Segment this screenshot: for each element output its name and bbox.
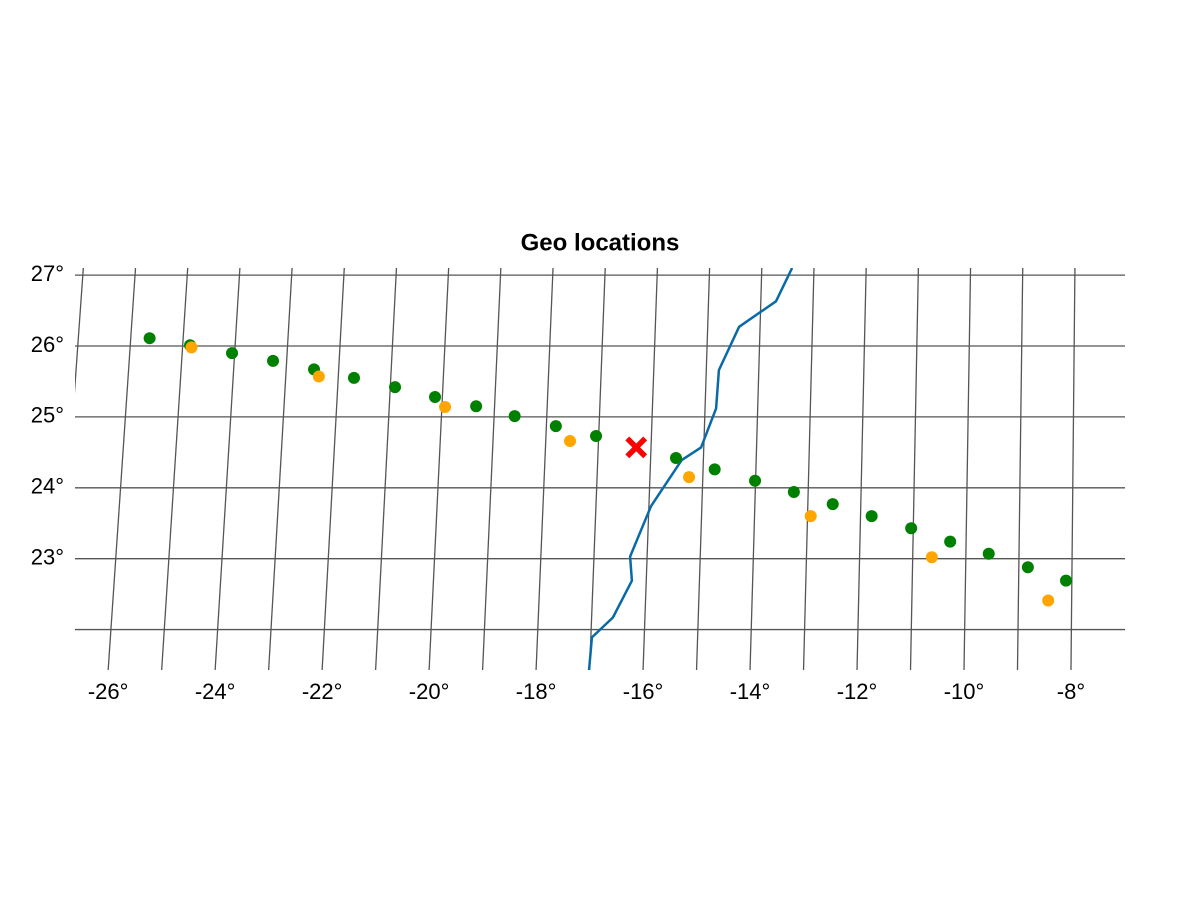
location-point xyxy=(429,391,442,404)
location-point xyxy=(1060,574,1073,587)
location-point xyxy=(925,551,938,564)
lon-grid-line xyxy=(75,268,84,394)
x-tick-label: -14° xyxy=(730,679,771,704)
location-point xyxy=(708,463,721,476)
x-tick-label: -26° xyxy=(88,679,129,704)
lon-grid-line xyxy=(428,268,450,670)
x-tick-label: -24° xyxy=(195,679,236,704)
x-tick-label: -8° xyxy=(1057,679,1085,704)
lon-grid-line xyxy=(963,268,972,670)
location-point xyxy=(905,522,918,535)
location-point xyxy=(564,434,577,447)
lon-grid-line xyxy=(214,268,241,670)
location-point xyxy=(226,347,239,360)
location-point xyxy=(804,510,817,523)
location-point xyxy=(347,371,360,384)
chart-title: Geo locations xyxy=(521,229,680,256)
location-point xyxy=(470,400,483,413)
lon-grid-line xyxy=(107,268,137,670)
lon-grid-line xyxy=(642,268,659,670)
lon-grid-line xyxy=(695,268,711,670)
x-tick-label: -12° xyxy=(837,679,878,704)
location-point xyxy=(787,486,800,499)
location-point xyxy=(826,498,839,511)
lon-grid-line xyxy=(535,268,554,670)
location-point xyxy=(1042,594,1055,607)
lon-grid-line xyxy=(749,268,763,670)
y-tick-label: 24° xyxy=(31,474,64,499)
lon-grid-line xyxy=(1070,268,1076,670)
x-tick-label: -22° xyxy=(302,679,343,704)
x-tick-label: -16° xyxy=(623,679,664,704)
location-point xyxy=(508,410,521,423)
axis-labels: 23° 24° 25° 26° 27° -26° -24° -22° -20° -18° -16° -… xyxy=(31,261,1085,704)
lon-grid-line xyxy=(909,268,920,670)
x-tick-label: -18° xyxy=(516,679,557,704)
lon-grid-line xyxy=(856,268,867,670)
location-point xyxy=(185,341,198,354)
location-point xyxy=(312,370,325,383)
location-point xyxy=(944,535,957,548)
location-point xyxy=(865,510,878,523)
location-point xyxy=(1021,561,1034,574)
location-point xyxy=(683,471,696,484)
lon-grid-line xyxy=(267,268,293,670)
y-tick-label: 26° xyxy=(31,332,64,357)
lon-grid-line xyxy=(161,268,189,670)
lon-grid-line xyxy=(374,268,398,670)
lon-grid-line xyxy=(481,268,502,670)
lon-grid-line xyxy=(588,268,606,670)
location-point xyxy=(549,420,562,433)
lon-grid-line xyxy=(321,268,345,670)
plot-area xyxy=(143,268,1073,670)
y-tick-label: 23° xyxy=(31,545,64,570)
location-point xyxy=(982,547,995,560)
location-point xyxy=(749,474,762,487)
x-tick-label: -20° xyxy=(409,679,450,704)
location-point xyxy=(143,332,156,345)
lon-grid-line xyxy=(1016,268,1024,670)
location-point xyxy=(669,452,682,465)
location-point xyxy=(389,381,402,394)
grid xyxy=(75,268,1125,670)
y-tick-label: 27° xyxy=(31,261,64,286)
x-tick-label: -10° xyxy=(944,679,985,704)
highlight-marker xyxy=(625,436,648,459)
location-point xyxy=(590,430,603,443)
location-point xyxy=(439,400,452,413)
lon-grid-line xyxy=(802,268,815,670)
coastline xyxy=(587,268,794,670)
y-tick-label: 25° xyxy=(31,403,64,428)
location-point xyxy=(267,354,280,367)
